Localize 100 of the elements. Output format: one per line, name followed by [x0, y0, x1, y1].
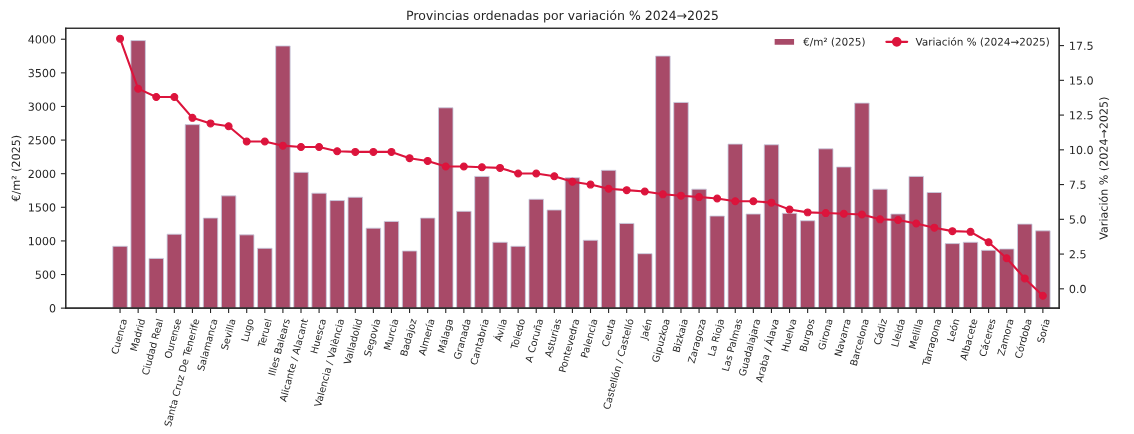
bar — [528, 198, 544, 309]
y-tick-label: 3000 — [28, 102, 56, 111]
x-tick-label: Málaga — [436, 318, 455, 354]
bar — [438, 107, 454, 309]
bar — [890, 213, 906, 309]
bar — [854, 102, 870, 309]
y2-tick-label: 2.5 — [1069, 250, 1086, 259]
y-tick-label: 4000 — [28, 35, 56, 44]
point — [568, 177, 577, 186]
x-tick-label: Lugo — [241, 318, 256, 343]
point — [803, 208, 812, 217]
bar — [112, 245, 128, 309]
bar — [564, 177, 581, 309]
y-tick-label: 1000 — [28, 236, 56, 246]
point — [930, 223, 939, 232]
bar — [365, 227, 382, 309]
bar — [926, 192, 942, 309]
bar — [166, 233, 182, 309]
bar — [637, 253, 653, 309]
bar — [582, 239, 599, 309]
point — [441, 162, 450, 171]
point — [622, 186, 631, 195]
chart-title: Provincias ordenadas por variación % 2024→2025 — [407, 9, 718, 23]
x-tick-label: Huesca — [310, 318, 327, 354]
x-tick-label: Bizkaia — [672, 318, 689, 353]
point — [134, 84, 143, 93]
y-tick-label: 1500 — [28, 203, 56, 212]
x-tick-label: Murcia — [383, 318, 399, 351]
bar — [691, 188, 707, 309]
y2-tick-label: 12.5 — [1070, 111, 1093, 120]
point — [1038, 291, 1047, 300]
point — [894, 216, 903, 225]
bar — [1035, 230, 1051, 309]
bar — [275, 45, 291, 309]
y-tick-label: 2500 — [28, 136, 56, 145]
x-tick-label: León — [946, 318, 960, 342]
point — [695, 193, 704, 202]
bar — [980, 249, 997, 309]
point — [713, 194, 722, 203]
point — [242, 137, 251, 146]
bar — [239, 234, 255, 309]
x-tick-label: Melilla — [908, 318, 924, 349]
point — [459, 162, 468, 171]
point — [839, 209, 848, 218]
point — [1020, 274, 1029, 283]
point — [351, 147, 360, 156]
x-tick-label: Lleida — [890, 318, 906, 347]
x-tick-label: Ávila — [492, 318, 508, 343]
point — [260, 137, 269, 146]
point — [876, 215, 885, 224]
bar — [329, 200, 345, 309]
bar — [709, 215, 725, 309]
point — [297, 143, 305, 152]
bar — [220, 195, 237, 309]
bar — [130, 40, 146, 309]
bar — [311, 192, 327, 309]
x-tick-label: Girona — [817, 318, 833, 351]
y-axis-title: €/m² (2025) — [11, 135, 22, 202]
point — [477, 163, 486, 172]
x-tick-label: Sevilla — [220, 318, 236, 351]
point — [586, 180, 595, 189]
bar — [401, 250, 418, 309]
point — [749, 197, 758, 206]
point — [333, 147, 342, 156]
point — [224, 122, 233, 131]
point — [948, 227, 957, 236]
y2-axis-title: Variación % (2024→2025) — [1098, 97, 1110, 240]
point — [116, 34, 125, 43]
point — [278, 141, 287, 150]
x-tick-label: Segovia — [363, 318, 383, 358]
point — [369, 147, 378, 156]
y-tick-label: 2000 — [28, 169, 56, 179]
point — [423, 156, 432, 165]
point — [676, 191, 685, 200]
bar — [673, 102, 689, 309]
point — [170, 93, 179, 101]
bar — [944, 243, 961, 309]
y-tick-label: 0 — [49, 304, 56, 313]
bar — [546, 209, 562, 309]
legend-label: €/m² (2025) — [803, 37, 865, 47]
bar — [781, 212, 798, 309]
point — [514, 169, 523, 178]
point — [496, 163, 505, 172]
y2-tick-label: 7.5 — [1069, 180, 1086, 189]
bar — [456, 210, 472, 309]
bar — [474, 175, 490, 309]
point — [550, 172, 559, 181]
bar — [619, 223, 635, 309]
bar — [492, 241, 508, 309]
point — [731, 197, 740, 206]
point — [966, 227, 975, 236]
y2-tick-label: 10.0 — [1070, 145, 1093, 155]
point — [604, 184, 613, 193]
point — [188, 113, 197, 122]
y-tick-label: 3500 — [28, 68, 56, 78]
point — [1002, 254, 1011, 263]
x-tick-label: Ourense — [164, 318, 182, 359]
bar — [257, 247, 273, 309]
point — [912, 219, 921, 228]
bar — [184, 124, 201, 309]
